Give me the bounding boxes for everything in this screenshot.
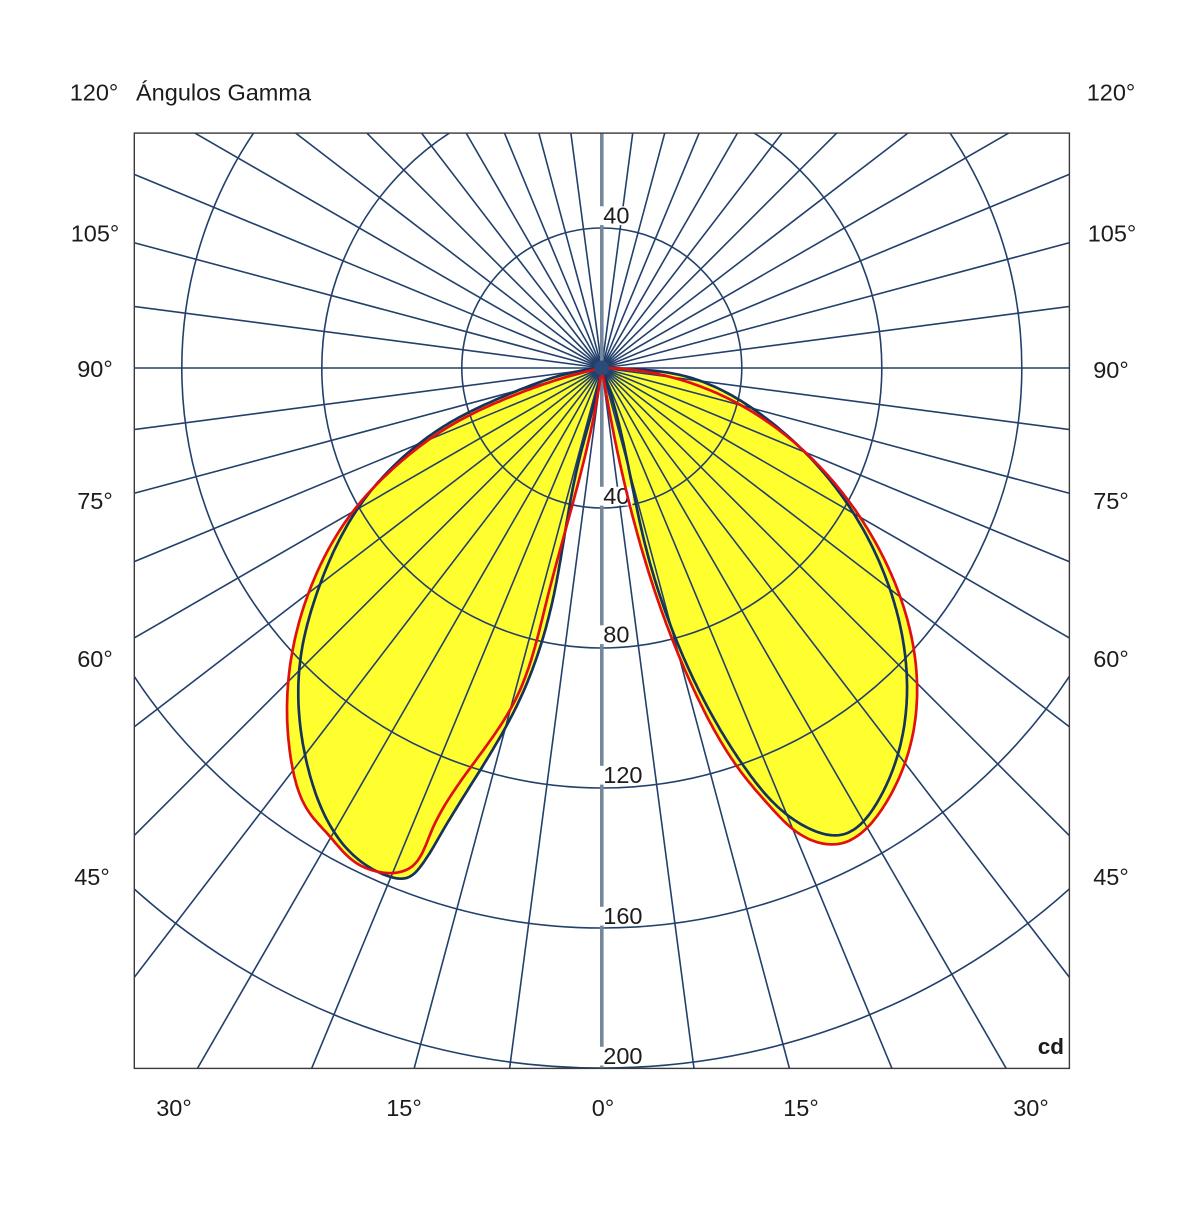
svg-text:160: 160: [603, 903, 642, 929]
svg-text:45°: 45°: [74, 864, 110, 890]
svg-text:cd: cd: [1038, 1034, 1064, 1059]
svg-text:120: 120: [603, 762, 642, 788]
svg-text:Ángulos Gamma: Ángulos Gamma: [136, 80, 312, 106]
svg-text:90°: 90°: [77, 356, 113, 382]
svg-text:120°: 120°: [1087, 80, 1136, 106]
svg-text:90°: 90°: [1093, 357, 1129, 383]
svg-text:80: 80: [603, 622, 629, 648]
svg-text:60°: 60°: [1093, 646, 1129, 672]
svg-text:15°: 15°: [386, 1095, 422, 1121]
svg-text:30°: 30°: [1013, 1095, 1049, 1121]
svg-text:200: 200: [603, 1043, 642, 1069]
svg-text:30°: 30°: [156, 1095, 192, 1121]
svg-text:0°: 0°: [592, 1095, 614, 1121]
svg-text:15°: 15°: [783, 1095, 819, 1121]
svg-text:60°: 60°: [77, 646, 113, 672]
svg-text:75°: 75°: [77, 488, 113, 514]
svg-text:105°: 105°: [1088, 221, 1137, 247]
svg-text:40: 40: [603, 203, 629, 229]
svg-text:120°: 120°: [70, 80, 119, 106]
svg-text:105°: 105°: [71, 221, 120, 247]
svg-text:45°: 45°: [1093, 864, 1129, 890]
svg-text:75°: 75°: [1093, 488, 1129, 514]
